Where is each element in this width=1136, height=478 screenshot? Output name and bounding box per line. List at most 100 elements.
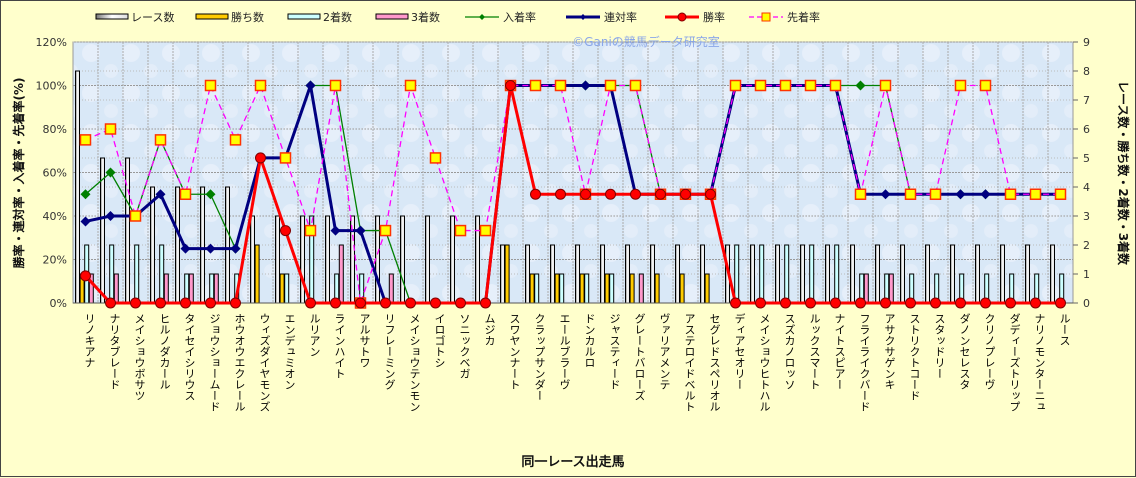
- marker-勝率: [280, 225, 291, 237]
- x-tick-label: メイショウテンモン: [408, 313, 421, 412]
- x-tick-label: ナリノモンターニュ: [1033, 313, 1046, 412]
- line-先着率: [85, 83, 1061, 304]
- bar-3着数: [863, 273, 869, 304]
- marker-勝率: [680, 188, 691, 200]
- x-tick-label: ジャスティード: [608, 313, 621, 390]
- watermark: ©Ganiの競馬データ研究室: [572, 34, 720, 49]
- marker-連対率: [580, 80, 591, 91]
- x-tick-label: イロゴトシ: [433, 313, 446, 368]
- marker-先着率: [204, 79, 217, 92]
- marker-先着率: [904, 188, 917, 200]
- x-tick-label: ドンカルロ: [583, 313, 596, 368]
- marker-先着率: [804, 79, 817, 92]
- x-axis-label: 同一レース出走馬: [521, 454, 624, 470]
- marker-先着率: [104, 123, 117, 135]
- marker-連対率: [80, 216, 91, 227]
- marker-勝率: [155, 297, 166, 309]
- bar-3着数: [188, 273, 194, 304]
- marker-勝率: [955, 297, 966, 309]
- x-tick-label: ディアセオリー: [733, 312, 746, 390]
- bar-レース数: [1000, 244, 1005, 304]
- x-tick-label: タイセイシリウス: [183, 313, 196, 401]
- bar-レース数: [1050, 244, 1055, 304]
- marker-勝率: [655, 188, 666, 200]
- legend-swatch-3着数: [375, 13, 409, 20]
- marker-勝率: [780, 297, 791, 309]
- bar-2着数: [834, 244, 840, 304]
- legend-label: 先着率: [787, 10, 820, 24]
- marker-先着率: [379, 224, 392, 237]
- legend-swatch-勝ち数: [195, 13, 229, 20]
- bar-レース数: [875, 244, 880, 304]
- marker-勝率: [980, 297, 991, 309]
- bar-レース数: [450, 215, 455, 304]
- marker-連対率: [155, 189, 166, 200]
- bar-2着数: [159, 244, 165, 304]
- bar-レース数: [900, 244, 905, 304]
- marker-先着率: [129, 210, 142, 222]
- bar-レース数: [550, 244, 555, 304]
- marker-連対率: [230, 243, 241, 254]
- x-tick-label: スズカノロッソ: [783, 313, 796, 390]
- marker-勝率: [730, 297, 741, 309]
- marker-先着率: [954, 79, 967, 92]
- bar-勝ち数: [504, 244, 510, 304]
- bar-勝ち数: [679, 273, 685, 304]
- marker-勝率: [455, 297, 466, 309]
- marker-先着率: [1029, 188, 1042, 200]
- x-tick-label: メイショウボサツ: [133, 313, 146, 401]
- marker-先着率: [604, 79, 617, 92]
- y-tick-right: 1: [1083, 268, 1090, 281]
- bar-2着数: [534, 273, 540, 304]
- marker-先着率: [829, 79, 842, 92]
- x-tick-label: ストリクトコード: [908, 313, 921, 401]
- marker-勝率: [630, 188, 641, 200]
- bar-レース数: [250, 215, 255, 304]
- y-tick-right: 2: [1083, 239, 1090, 252]
- y-tick-right: 8: [1083, 65, 1090, 78]
- marker-勝率: [555, 188, 566, 200]
- bar-レース数: [200, 186, 205, 304]
- marker-勝率: [905, 297, 916, 309]
- bar-レース数: [575, 244, 580, 304]
- bar-レース数: [225, 186, 230, 304]
- marker-連対率: [305, 80, 316, 91]
- bar-レース数: [75, 70, 80, 304]
- x-tick-label: ルリアン: [308, 313, 321, 357]
- y-tick-right: 7: [1083, 94, 1090, 107]
- bar-2着数: [734, 244, 740, 304]
- marker-先着率: [529, 79, 542, 92]
- bar-レース数: [925, 244, 930, 304]
- bar-レース数: [325, 215, 330, 304]
- marker-先着率: [404, 79, 417, 92]
- bar-レース数: [650, 244, 655, 304]
- bar-勝ち数: [279, 273, 285, 304]
- legend-label: 2着数: [323, 10, 352, 24]
- marker-勝率: [580, 188, 591, 200]
- marker-連対率: [955, 189, 966, 200]
- y-tick-left: 40%: [43, 210, 67, 223]
- marker-勝率: [605, 188, 616, 200]
- legend-marker: [761, 12, 771, 22]
- marker-先着率: [1004, 188, 1017, 200]
- y-tick-right: 4: [1083, 181, 1090, 194]
- marker-先着率: [629, 79, 642, 92]
- y-tick-right: 3: [1083, 210, 1090, 223]
- bar-勝ち数: [254, 244, 260, 304]
- x-tick-label: ダノンセレスタ: [958, 313, 971, 390]
- marker-先着率: [229, 134, 242, 146]
- x-tick-label: スワヤンナート: [508, 313, 521, 390]
- legend-marker: [580, 14, 586, 20]
- marker-勝率: [355, 297, 366, 309]
- marker-先着率: [429, 152, 442, 164]
- y-tick-left: 20%: [43, 254, 67, 267]
- legend-marker: [479, 14, 485, 20]
- bar-3着数: [638, 273, 644, 304]
- marker-勝率: [180, 297, 191, 309]
- x-tick-label: ジョウショームード: [208, 313, 221, 412]
- marker-勝率: [205, 297, 216, 309]
- marker-先着率: [1054, 188, 1067, 200]
- bar-レース数: [800, 244, 805, 304]
- marker-先着率: [754, 79, 767, 92]
